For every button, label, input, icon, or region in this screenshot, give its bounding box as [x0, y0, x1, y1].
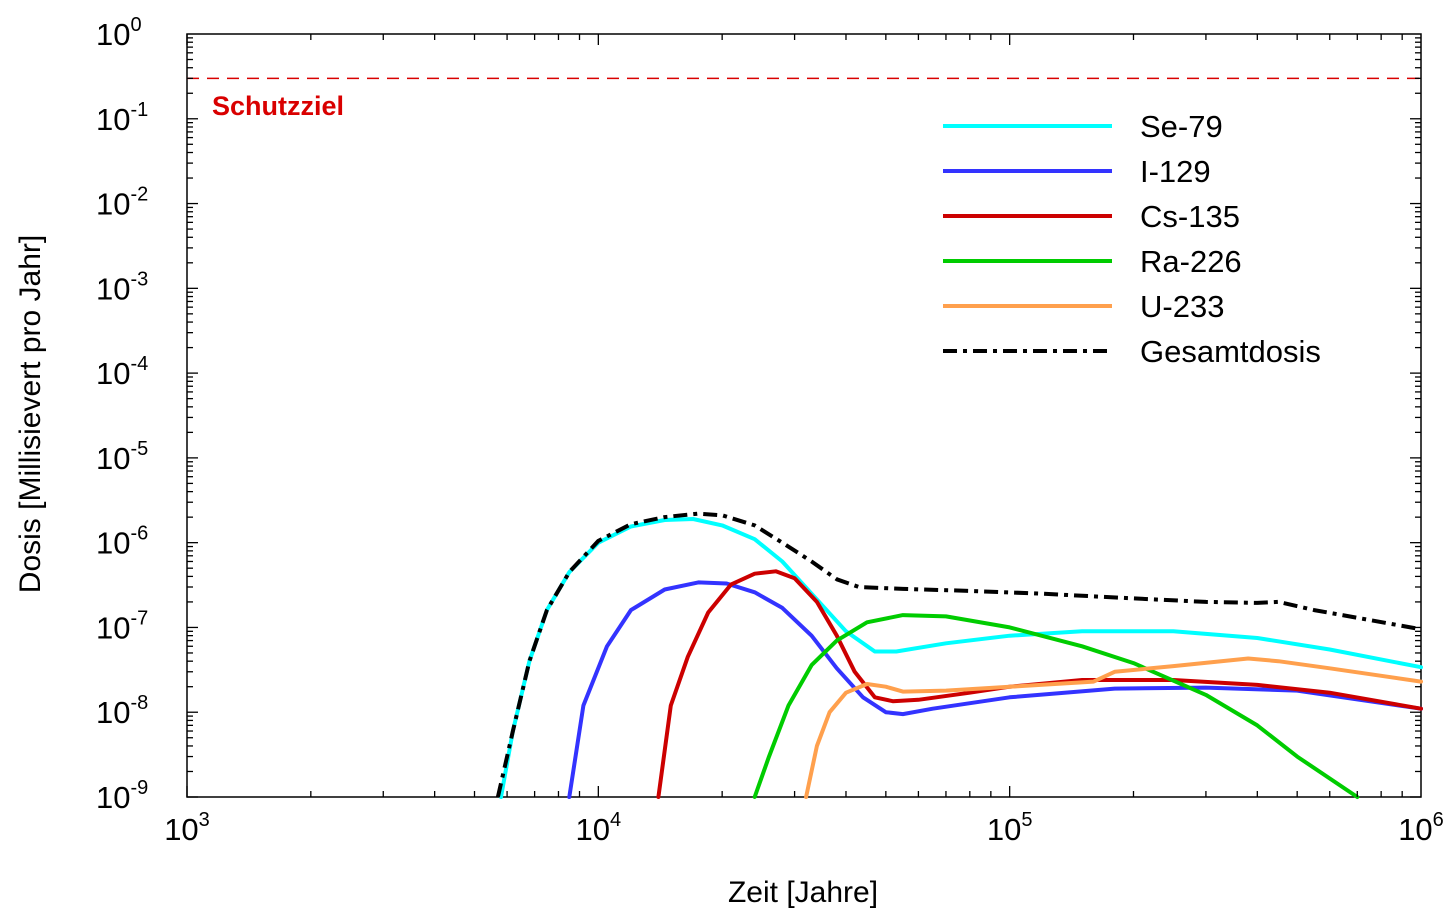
- y-tick-label: 10-4: [96, 353, 148, 391]
- plot-frame: [186, 33, 1422, 798]
- series-line-ra-226: [752, 613, 1360, 799]
- axes-layer: 103 104 105 106 10-9 10-8 10-7 10-6 10-5 10-4 10-3…: [96, 14, 1444, 847]
- y-tick-label: 10-3: [96, 268, 148, 306]
- legend: Se-79 I-129 Cs-135 Ra-226 U-233 Gesamtdosis: [943, 109, 1321, 369]
- legend-label: Ra-226: [1140, 244, 1242, 279]
- series-line-u-233: [804, 656, 1423, 799]
- series-line-gesamtdosis: [495, 511, 1422, 798]
- legend-label: U-233: [1140, 289, 1224, 324]
- legend-label: Cs-135: [1140, 199, 1240, 234]
- x-axis-title: Zeit [Jahre]: [728, 876, 878, 909]
- series-line-cs-135: [656, 569, 1423, 799]
- y-tick-label: 10-2: [96, 184, 148, 222]
- y-tick-label: 10-5: [96, 438, 148, 476]
- x-tick-label: 105: [987, 809, 1033, 847]
- plot-area: [186, 33, 1422, 798]
- reference-line-label: Schutzziel: [212, 91, 344, 121]
- y-tick-label: 10-6: [96, 523, 148, 561]
- x-tick-label: 104: [576, 809, 622, 847]
- reference-layer: Schutzziel: [187, 77, 1421, 121]
- y-tick-label: 10-7: [96, 607, 148, 645]
- x-tick-label: 106: [1398, 809, 1444, 847]
- y-tick-label: 100: [96, 14, 142, 52]
- x-tick-label: 103: [164, 809, 210, 847]
- series-line-se-79: [499, 517, 1423, 799]
- legend-label: Se-79: [1140, 109, 1223, 144]
- y-axis-title: Dosis [Millisievert pro Jahr]: [14, 235, 47, 593]
- y-tick-label: 10-1: [96, 99, 148, 137]
- y-tick-label: 10-8: [96, 692, 148, 730]
- legend-label: I-129: [1140, 154, 1211, 189]
- series-layer: [495, 511, 1423, 799]
- legend-label: Gesamtdosis: [1140, 334, 1321, 369]
- y-tick-label: 10-9: [96, 777, 148, 815]
